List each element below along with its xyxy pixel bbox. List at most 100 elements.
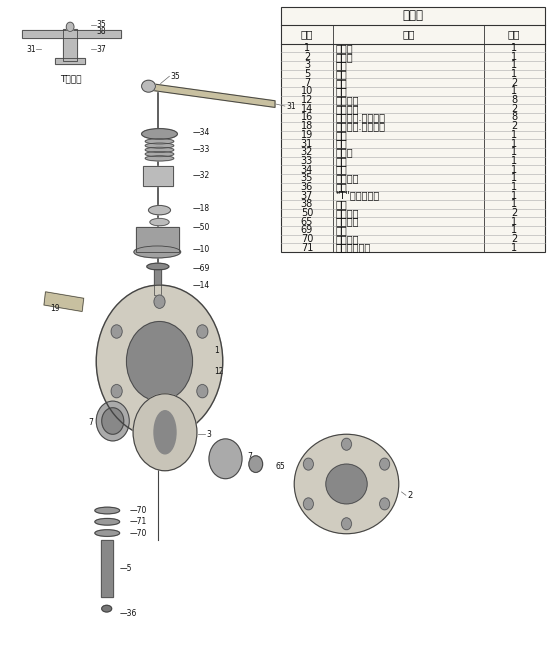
Text: —69: —69: [192, 264, 210, 273]
Text: 1: 1: [511, 43, 517, 53]
Text: 1: 1: [511, 139, 517, 149]
Ellipse shape: [209, 439, 242, 479]
Ellipse shape: [150, 219, 169, 226]
Circle shape: [154, 414, 165, 428]
Text: 六角螺母.阀盖螺柱: 六角螺母.阀盖螺柱: [336, 121, 386, 131]
Text: 1: 1: [511, 52, 517, 62]
Text: —14: —14: [192, 280, 210, 290]
Text: 18: 18: [301, 121, 313, 131]
Circle shape: [111, 385, 122, 398]
Text: 38: 38: [96, 27, 106, 36]
Text: 36: 36: [301, 182, 313, 192]
Ellipse shape: [142, 80, 155, 92]
Text: 填料: 填料: [336, 225, 347, 235]
Text: 1: 1: [511, 225, 517, 235]
Text: 37: 37: [301, 190, 313, 200]
Ellipse shape: [145, 139, 174, 144]
Text: 7: 7: [304, 78, 310, 88]
Text: 70: 70: [301, 234, 313, 244]
Text: 1: 1: [304, 43, 310, 53]
Circle shape: [304, 458, 313, 470]
Text: —70: —70: [129, 528, 147, 538]
Bar: [55, 58, 85, 64]
Text: 1: 1: [511, 190, 517, 200]
Text: 12: 12: [301, 95, 313, 105]
Ellipse shape: [96, 401, 129, 441]
Circle shape: [342, 438, 351, 450]
Text: 3: 3: [304, 60, 310, 70]
Text: 1: 1: [511, 69, 517, 79]
Text: —5: —5: [120, 564, 133, 573]
Ellipse shape: [145, 156, 174, 161]
Text: 1: 1: [511, 182, 517, 192]
Circle shape: [342, 518, 351, 530]
Polygon shape: [146, 83, 275, 107]
Text: 69: 69: [301, 225, 313, 235]
Bar: [55, 58, 85, 64]
Text: —36: —36: [120, 609, 138, 618]
Text: 阀体螺柱: 阀体螺柱: [336, 95, 359, 105]
Text: —33: —33: [192, 145, 210, 154]
Text: 挡圈: 挡圈: [336, 164, 347, 174]
Text: 辅助阀杆密封: 辅助阀杆密封: [336, 243, 371, 253]
Bar: [136, 227, 179, 252]
Circle shape: [197, 325, 208, 338]
Text: —32: —32: [192, 170, 210, 180]
Text: 16: 16: [301, 113, 313, 123]
Circle shape: [304, 498, 313, 510]
Bar: [143, 166, 173, 186]
Text: 3: 3: [206, 430, 211, 439]
Circle shape: [126, 322, 192, 401]
Text: 31: 31: [286, 101, 296, 111]
Text: 1: 1: [511, 147, 517, 157]
Ellipse shape: [142, 129, 177, 139]
Circle shape: [154, 295, 165, 308]
Text: 1: 1: [511, 60, 517, 70]
Bar: [63, 29, 77, 61]
Text: —50: —50: [192, 223, 210, 232]
Text: 2: 2: [407, 491, 412, 501]
Bar: [280, 7, 544, 252]
Text: —10: —10: [192, 245, 210, 254]
Text: 垫圈: 垫圈: [336, 200, 347, 210]
Text: 14: 14: [301, 104, 313, 114]
Text: 38: 38: [301, 200, 313, 210]
Text: 阀杆轴承: 阀杆轴承: [336, 234, 359, 244]
Text: 71: 71: [301, 243, 313, 253]
Ellipse shape: [95, 507, 120, 514]
Text: 50: 50: [301, 208, 313, 218]
Bar: [101, 540, 113, 597]
Circle shape: [133, 394, 197, 471]
Ellipse shape: [145, 147, 174, 152]
Text: 阀体垫片: 阀体垫片: [336, 217, 359, 227]
Text: 右阀体: 右阀体: [336, 43, 353, 53]
Text: 2: 2: [511, 121, 517, 131]
Ellipse shape: [326, 464, 367, 504]
Text: 阀盖螺柱: 阀盖螺柱: [336, 104, 359, 114]
Text: 弹簧: 弹簧: [336, 156, 347, 166]
Bar: [143, 166, 173, 186]
Text: 8: 8: [511, 95, 517, 105]
Text: 左阀体: 左阀体: [336, 52, 353, 62]
Text: 手柄螺钉: 手柄螺钉: [336, 173, 359, 183]
Circle shape: [379, 458, 389, 470]
Text: 2: 2: [511, 234, 517, 244]
Ellipse shape: [95, 518, 120, 525]
Text: 7: 7: [89, 418, 94, 428]
Ellipse shape: [249, 456, 263, 473]
Bar: [101, 540, 113, 597]
Bar: [154, 269, 161, 295]
Text: 10: 10: [301, 86, 313, 96]
Text: 2: 2: [511, 78, 517, 88]
Text: 限位块: 限位块: [336, 147, 353, 157]
Bar: [136, 227, 179, 252]
Circle shape: [197, 385, 208, 398]
Text: 19: 19: [301, 130, 313, 140]
Text: 球体: 球体: [336, 60, 347, 70]
Circle shape: [96, 285, 223, 438]
Text: 65: 65: [275, 461, 285, 471]
Text: 7: 7: [248, 452, 252, 461]
Circle shape: [67, 23, 74, 32]
Text: —18: —18: [192, 204, 210, 213]
Text: 1: 1: [511, 200, 517, 210]
